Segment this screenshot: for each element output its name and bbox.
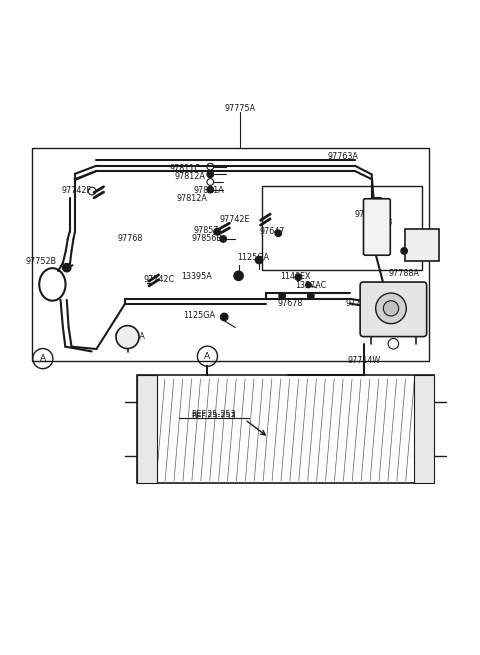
Text: 97788A: 97788A bbox=[389, 269, 420, 278]
Circle shape bbox=[207, 171, 214, 178]
Text: 97742F: 97742F bbox=[61, 186, 91, 195]
Text: 97701: 97701 bbox=[382, 311, 407, 320]
Text: A: A bbox=[204, 352, 211, 361]
Text: 97742C: 97742C bbox=[143, 275, 174, 284]
Circle shape bbox=[220, 236, 227, 242]
Text: 1125GA: 1125GA bbox=[183, 311, 216, 320]
FancyBboxPatch shape bbox=[363, 198, 390, 255]
Text: 97762: 97762 bbox=[346, 299, 372, 308]
Text: A: A bbox=[40, 354, 46, 363]
Text: 97714W: 97714W bbox=[348, 356, 381, 365]
Text: 97752B: 97752B bbox=[26, 257, 57, 266]
Text: 13395A: 13395A bbox=[181, 272, 212, 281]
Text: 1125GA: 1125GA bbox=[237, 253, 269, 261]
Text: 97857: 97857 bbox=[194, 226, 219, 235]
Circle shape bbox=[295, 274, 302, 280]
Bar bbox=[137, 375, 434, 483]
Text: 97775A: 97775A bbox=[225, 103, 255, 113]
FancyBboxPatch shape bbox=[360, 282, 427, 337]
Circle shape bbox=[220, 313, 228, 321]
Bar bbox=[405, 229, 439, 261]
Text: REF.25-253: REF.25-253 bbox=[192, 411, 236, 421]
Bar bbox=[137, 375, 157, 483]
Text: REF.25-253: REF.25-253 bbox=[192, 410, 236, 419]
Circle shape bbox=[255, 256, 263, 264]
Circle shape bbox=[207, 186, 214, 193]
Circle shape bbox=[308, 293, 314, 299]
Bar bbox=[262, 186, 422, 270]
Text: 97812A: 97812A bbox=[177, 195, 207, 203]
Circle shape bbox=[234, 271, 243, 280]
Bar bbox=[32, 148, 429, 361]
Circle shape bbox=[384, 301, 399, 316]
Text: 97737: 97737 bbox=[354, 210, 380, 219]
Circle shape bbox=[116, 326, 139, 348]
Bar bbox=[414, 375, 434, 483]
Text: 97811A: 97811A bbox=[193, 186, 224, 195]
Text: 97678: 97678 bbox=[277, 299, 303, 308]
Text: 1140EX: 1140EX bbox=[280, 272, 310, 281]
Circle shape bbox=[306, 282, 312, 288]
Circle shape bbox=[275, 230, 282, 236]
Text: 97742E: 97742E bbox=[220, 215, 251, 224]
Text: 97647: 97647 bbox=[259, 227, 285, 236]
Circle shape bbox=[401, 248, 408, 254]
Text: 97623: 97623 bbox=[368, 217, 393, 227]
Text: 97811C: 97811C bbox=[169, 164, 200, 173]
Text: 97763A: 97763A bbox=[327, 152, 359, 161]
Circle shape bbox=[279, 293, 286, 299]
Text: 97768: 97768 bbox=[117, 234, 143, 244]
Circle shape bbox=[62, 263, 71, 272]
Text: 97812A: 97812A bbox=[174, 172, 205, 181]
Text: 97617A: 97617A bbox=[115, 331, 145, 341]
Text: 97856B: 97856B bbox=[191, 234, 222, 243]
Text: 1327AC: 1327AC bbox=[295, 282, 326, 290]
Circle shape bbox=[214, 229, 220, 235]
Circle shape bbox=[376, 293, 406, 324]
